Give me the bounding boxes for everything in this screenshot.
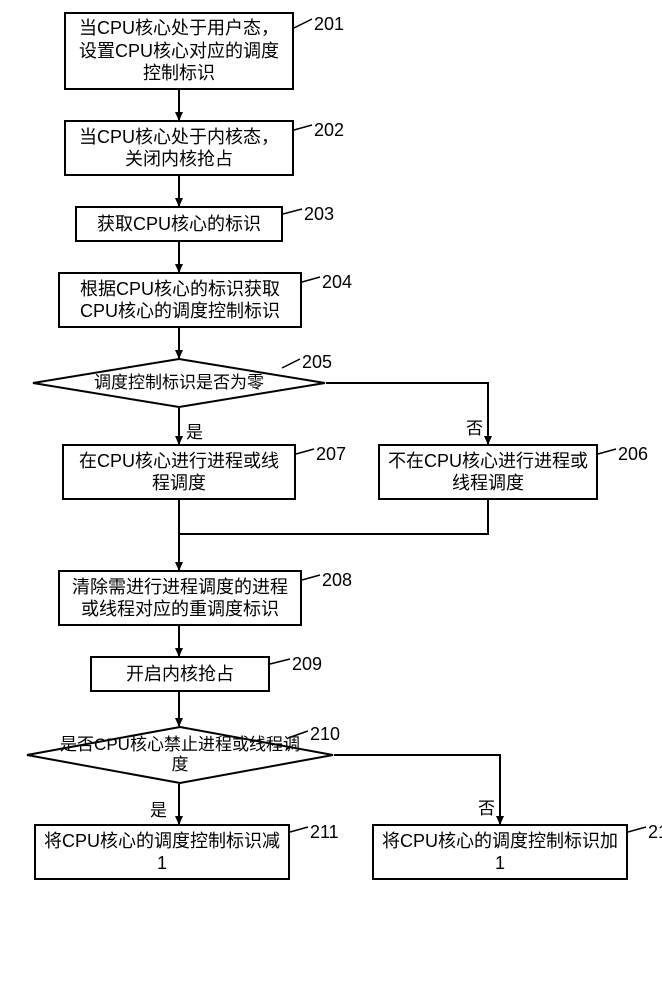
ref-207: 207 xyxy=(316,444,346,465)
node-209: 开启内核抢占 xyxy=(90,656,270,692)
edge-label-210-yes: 是 xyxy=(150,796,167,821)
node-210-text: 是否CPU核心禁止进程或线程调度 xyxy=(56,735,304,776)
ref-205: 205 xyxy=(302,352,332,373)
ref-209: 209 xyxy=(292,654,322,675)
node-211: 将CPU核心的调度控制标识减1 xyxy=(34,824,290,880)
node-207: 在CPU核心进行进程或线程调度 xyxy=(62,444,296,500)
ref-206: 206 xyxy=(618,444,648,465)
node-206: 不在CPU核心进行进程或线程调度 xyxy=(378,444,598,500)
node-210: 是否CPU核心禁止进程或线程调度 xyxy=(26,726,334,784)
ref-201: 201 xyxy=(314,14,344,35)
node-201: 当CPU核心处于用户态，设置CPU核心对应的调度控制标识 xyxy=(64,12,294,90)
node-205: 调度控制标识是否为零 xyxy=(32,358,326,408)
edge-label-205-no: 否 xyxy=(466,414,483,439)
ref-210: 210 xyxy=(310,724,340,745)
node-203-text: 获取CPU核心的标识 xyxy=(97,213,261,236)
node-202-text: 当CPU核心处于内核态，关闭内核抢占 xyxy=(74,126,284,171)
flowchart-canvas: 当CPU核心处于用户态，设置CPU核心对应的调度控制标识 当CPU核心处于内核态… xyxy=(0,0,662,1000)
edge-label-205-yes: 是 xyxy=(186,418,203,443)
node-206-text: 不在CPU核心进行进程或线程调度 xyxy=(388,450,588,495)
node-207-text: 在CPU核心进行进程或线程调度 xyxy=(72,450,286,495)
node-202: 当CPU核心处于内核态，关闭内核抢占 xyxy=(64,120,294,176)
ref-204: 204 xyxy=(322,272,352,293)
ref-202: 202 xyxy=(314,120,344,141)
ref-208: 208 xyxy=(322,570,352,591)
node-201-text: 当CPU核心处于用户态，设置CPU核心对应的调度控制标识 xyxy=(74,17,284,85)
node-208: 清除需进行进程调度的进程或线程对应的重调度标识 xyxy=(58,570,302,626)
node-211-text: 将CPU核心的调度控制标识减1 xyxy=(44,830,280,875)
node-205-text: 调度控制标识是否为零 xyxy=(94,373,264,393)
node-204: 根据CPU核心的标识获取CPU核心的调度控制标识 xyxy=(58,272,302,328)
ref-203: 203 xyxy=(304,204,334,225)
node-204-text: 根据CPU核心的标识获取CPU核心的调度控制标识 xyxy=(68,278,292,323)
node-208-text: 清除需进行进程调度的进程或线程对应的重调度标识 xyxy=(68,576,292,621)
ref-212: 212 xyxy=(648,822,662,843)
node-212-text: 将CPU核心的调度控制标识加1 xyxy=(382,830,618,875)
edge-label-210-no: 否 xyxy=(478,794,495,819)
node-209-text: 开启内核抢占 xyxy=(126,663,234,686)
node-212: 将CPU核心的调度控制标识加1 xyxy=(372,824,628,880)
node-203: 获取CPU核心的标识 xyxy=(75,206,283,242)
ref-211: 211 xyxy=(310,822,339,843)
